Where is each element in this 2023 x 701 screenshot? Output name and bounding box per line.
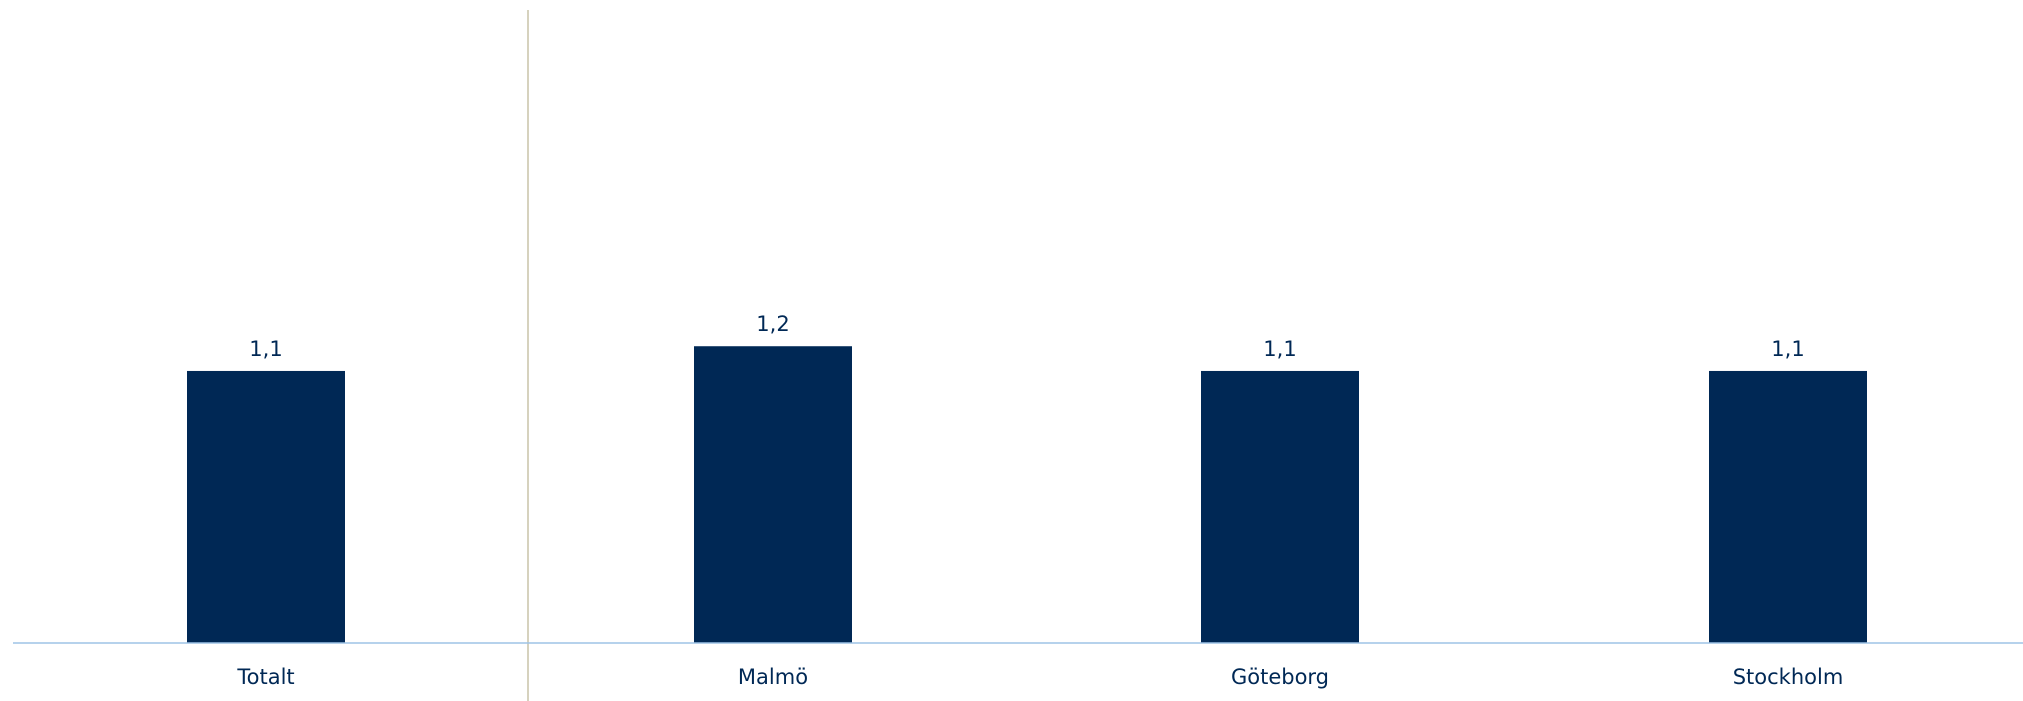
bar bbox=[187, 370, 345, 643]
bars bbox=[187, 346, 1867, 643]
bar-value-label: 1,1 bbox=[1263, 337, 1296, 361]
bar bbox=[1709, 370, 1867, 643]
category-label: Stockholm bbox=[1733, 665, 1844, 689]
bar bbox=[694, 346, 852, 643]
bar bbox=[1201, 370, 1359, 643]
value-labels: 1,1 1,2 1,1 1,1 bbox=[249, 312, 1804, 361]
category-labels: Totalt Malmö Göteborg Stockholm bbox=[236, 665, 1843, 689]
bar-value-label: 1,2 bbox=[756, 312, 789, 336]
bar-value-label: 1,1 bbox=[1771, 337, 1804, 361]
bar-value-label: 1,1 bbox=[249, 337, 282, 361]
category-label: Göteborg bbox=[1231, 665, 1329, 689]
category-label: Malmö bbox=[738, 665, 808, 689]
category-label: Totalt bbox=[236, 665, 294, 689]
